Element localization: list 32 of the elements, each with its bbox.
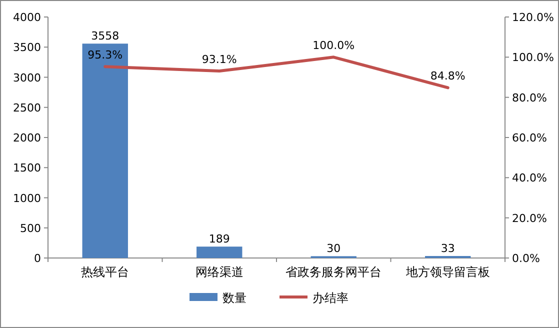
y2-tick-label: 80.0% — [512, 91, 547, 104]
data-label: 33 — [440, 242, 455, 256]
data-label: 84.8% — [430, 70, 466, 83]
y-tick-label: 4000 — [13, 11, 41, 24]
bar — [196, 246, 242, 258]
y-tick-label: 2500 — [13, 101, 41, 114]
data-label: 100.0% — [312, 39, 355, 52]
y2-tick-label: 120.0% — [512, 11, 554, 24]
y2-tick-label: 60.0% — [512, 132, 547, 144]
y2-tick-label: 40.0% — [512, 172, 547, 185]
x-tick-label: 热线平台 — [81, 265, 130, 279]
y2-tick-label: 100.0% — [512, 51, 554, 64]
x-tick-label: 地方领导留言板 — [404, 265, 490, 279]
y2-tick-label: 20.0% — [512, 212, 547, 225]
y-tick-label: 500 — [20, 222, 41, 235]
y-tick-label: 0 — [34, 252, 41, 265]
y-tick-label: 1000 — [13, 192, 41, 205]
x-tick-label: 网络渠道 — [195, 265, 244, 279]
legend-label: 办结率 — [312, 291, 348, 305]
y2-tick-label: 0.0% — [512, 252, 540, 265]
data-label: 189 — [208, 232, 230, 246]
data-label: 95.3% — [88, 48, 123, 62]
legend-label: 数量 — [222, 291, 246, 305]
x-tick-label: 省政务服务网平台 — [286, 265, 382, 279]
data-label: 93.1% — [202, 53, 237, 66]
data-label: 3558 — [91, 30, 120, 43]
bar — [82, 44, 128, 258]
data-label: 30 — [326, 242, 341, 256]
y-tick-label: 3500 — [13, 41, 41, 54]
y-tick-label: 1500 — [13, 162, 41, 175]
y-tick-label: 2000 — [13, 132, 41, 144]
y-tick-label: 3000 — [13, 71, 41, 84]
